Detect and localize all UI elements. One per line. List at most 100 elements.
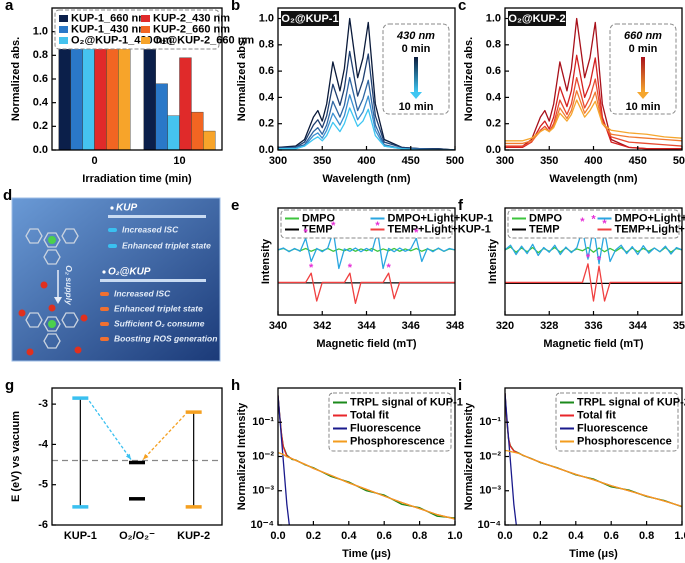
series-line bbox=[505, 99, 682, 142]
y-axis-label: Normalized abs. bbox=[236, 37, 248, 121]
y-tick-label: 0.6 bbox=[33, 73, 48, 85]
plot-area bbox=[278, 230, 455, 305]
x-tick-label: 320 bbox=[496, 320, 514, 332]
legend-label: KUP-1_430 nm bbox=[71, 23, 148, 35]
y-axis-label: Normalized Intensity bbox=[463, 402, 475, 510]
arrow-head bbox=[125, 453, 131, 460]
item-icon bbox=[100, 322, 109, 326]
y-tick-label: -4 bbox=[38, 438, 49, 450]
panel-label: h bbox=[231, 377, 240, 394]
item-icon bbox=[100, 292, 109, 296]
bullet bbox=[110, 206, 114, 210]
y-tick-label: 0.6 bbox=[259, 65, 274, 77]
legend-label: DMPO bbox=[302, 212, 335, 224]
legend-label: Total fit bbox=[577, 409, 616, 421]
underline bbox=[108, 215, 206, 218]
x-tick-label: 0.8 bbox=[639, 530, 654, 542]
x-tick-label: 0.4 bbox=[568, 530, 584, 542]
x-tick-label: 350 bbox=[313, 155, 331, 167]
y-tick-label: -5 bbox=[38, 479, 48, 491]
x-tick-label: 0.2 bbox=[306, 530, 321, 542]
x-tick-label: 1.0 bbox=[674, 530, 685, 542]
underline bbox=[100, 279, 206, 282]
x-tick-label: 1.0 bbox=[447, 530, 462, 542]
y-tick-label: 0.4 bbox=[33, 97, 49, 109]
x-tick-label: 10 bbox=[173, 155, 185, 167]
legend-label: Phosphorescence bbox=[577, 435, 672, 447]
legend-label: Total fit bbox=[350, 409, 389, 421]
item-icon bbox=[100, 337, 109, 341]
legend-label: Phosphorescence bbox=[350, 435, 445, 447]
legend-swatch bbox=[59, 37, 68, 44]
x-tick-label: KUP-1 bbox=[64, 530, 97, 542]
plot-area bbox=[505, 393, 682, 525]
y-tick-label: 0.4 bbox=[486, 91, 502, 103]
legend-swatch bbox=[141, 15, 150, 22]
tag-box bbox=[281, 11, 339, 26]
panel-label: b bbox=[231, 0, 240, 14]
y-tick-label: 0.8 bbox=[259, 39, 274, 51]
tag-box bbox=[508, 11, 566, 26]
oxygen-dot bbox=[80, 314, 88, 322]
note-end: 10 min bbox=[626, 101, 661, 113]
x-tick-label: 350 bbox=[540, 155, 558, 167]
y-tick-label: 10⁻⁴ bbox=[478, 519, 501, 531]
item-icon bbox=[108, 228, 117, 232]
y-tick-label: 0.4 bbox=[259, 91, 275, 103]
x-axis-label: Magnetic field (mT) bbox=[316, 338, 417, 350]
x-tick-label: 0.2 bbox=[533, 530, 548, 542]
y-tick-label: 0.2 bbox=[33, 120, 48, 132]
section-title: KUP bbox=[116, 203, 137, 214]
note-end: 10 min bbox=[399, 101, 434, 113]
x-tick-label: 450 bbox=[629, 155, 647, 167]
y-tick-label: 10⁻³ bbox=[252, 485, 274, 497]
section-item: Enhanced triplet state bbox=[122, 240, 211, 250]
x-tick-label: 344 bbox=[629, 320, 648, 332]
y-tick-label: 10⁻² bbox=[252, 450, 274, 462]
legend-label: TEMP+Light+KUP-1 bbox=[388, 223, 491, 235]
x-axis-label: Wavelength (nm) bbox=[549, 173, 638, 185]
legend-swatch bbox=[141, 37, 150, 44]
x-tick-label: O₂/O₂⁻ bbox=[119, 530, 155, 542]
legend-label: DMPO+Light+KUP-2 bbox=[615, 212, 685, 224]
x-tick-label: 500 bbox=[673, 155, 685, 167]
y-tick-label: 10⁻¹ bbox=[252, 416, 274, 428]
panel-label: i bbox=[458, 377, 462, 394]
legend-label: Fluorescence bbox=[350, 422, 421, 434]
panel-label: f bbox=[458, 197, 464, 214]
item-icon bbox=[100, 307, 109, 311]
bar bbox=[167, 115, 180, 150]
series-line bbox=[505, 246, 682, 254]
note-arrow bbox=[414, 57, 418, 92]
legend-label: TRPL signal of KUP-1 bbox=[350, 396, 463, 408]
y-axis-label: E (eV) vs vacuum bbox=[10, 411, 22, 502]
note-start: 0 min bbox=[402, 43, 431, 55]
series-line bbox=[278, 230, 455, 270]
series-line bbox=[278, 107, 455, 150]
y-axis-label: Normalized Intensity bbox=[236, 402, 248, 510]
y-tick-label: 0.0 bbox=[33, 144, 48, 156]
bar bbox=[191, 111, 204, 150]
plot-area bbox=[278, 395, 455, 525]
x-tick-label: 300 bbox=[496, 155, 514, 167]
peak-star: * bbox=[331, 220, 336, 232]
y-axis-label: Intensity bbox=[487, 238, 499, 284]
x-tick-label: 346 bbox=[402, 320, 420, 332]
y-tick-label: -6 bbox=[38, 519, 48, 531]
peak-star: * bbox=[591, 214, 596, 226]
legend-swatch bbox=[59, 15, 68, 22]
peak-star: * bbox=[386, 262, 391, 274]
x-axis-label: Wavelength (nm) bbox=[322, 173, 411, 185]
bar bbox=[203, 130, 216, 150]
panel-label: c bbox=[458, 0, 466, 14]
bar bbox=[179, 57, 192, 150]
legend-box bbox=[328, 392, 452, 452]
x-tick-label: 0.4 bbox=[341, 530, 357, 542]
oxygen-dot bbox=[26, 348, 34, 356]
x-axis-label: Irradiation time (min) bbox=[82, 173, 192, 185]
legend-label: DMPO bbox=[529, 212, 562, 224]
x-tick-label: 0 bbox=[91, 155, 97, 167]
legend-label: TRPL signal of KUP-2 bbox=[577, 396, 685, 408]
legend-label: DMPO+Light+KUP-1 bbox=[388, 212, 494, 224]
x-tick-label: 0.0 bbox=[270, 530, 285, 542]
